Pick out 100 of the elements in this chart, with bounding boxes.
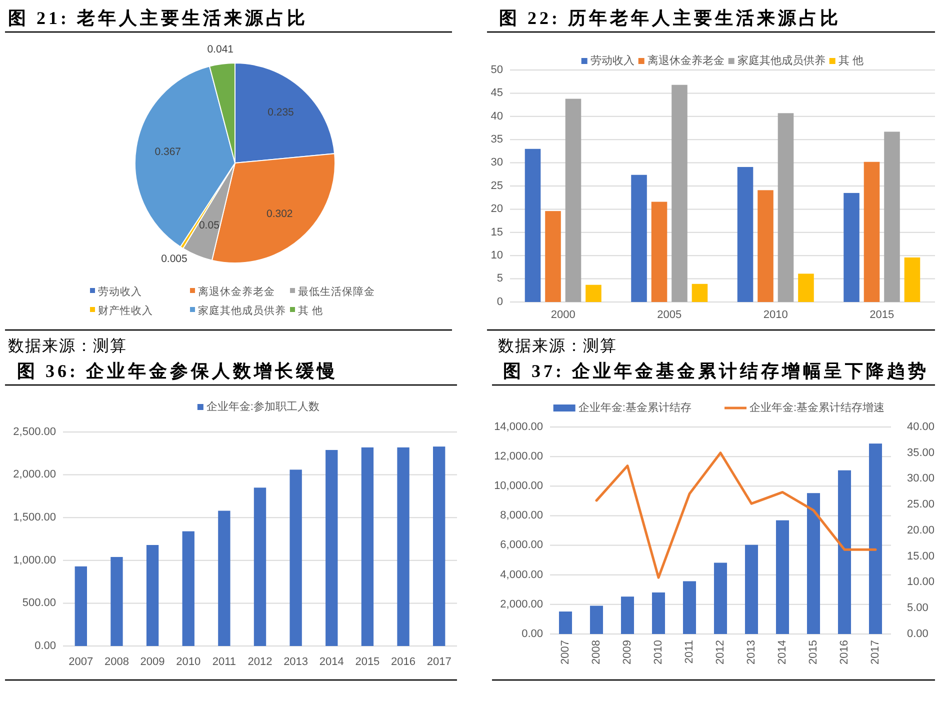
chart-title: 图 21: 老年人主要生活来源占比 [8, 8, 308, 28]
legend-label: 其 他 [838, 54, 864, 67]
legend-label: 企业年金:参加职工人数 [206, 400, 320, 413]
bar [692, 284, 708, 302]
x-tick-label: 2016 [838, 640, 850, 664]
x-tick-label: 2009 [140, 656, 165, 668]
x-tick-label: 2011 [212, 656, 236, 668]
bar [74, 566, 87, 646]
data-label: 0.302 [266, 208, 293, 220]
bar [737, 166, 754, 302]
y-tick-label: 1,500.00 [13, 512, 56, 524]
y-tick-label: 50 [490, 64, 503, 76]
data-label: 0.041 [207, 44, 234, 56]
y-tick-label: 14,000.00 [494, 420, 543, 433]
bar [361, 447, 374, 646]
y-tick-label: 10,000.00 [494, 480, 543, 492]
bar [586, 284, 602, 302]
bar [844, 192, 860, 302]
y-tick-label: 15 [490, 226, 503, 238]
chart-title: 图 37: 企业年金基金累计结存增幅呈下降趋势 [503, 361, 929, 381]
x-tick-label: 2010 [763, 308, 788, 321]
legend-label: 劳动收入 [98, 284, 142, 298]
y2-tick-label: 10.00 [907, 576, 935, 588]
y-tick-label: 35 [490, 134, 503, 146]
y-tick-label: 20 [490, 203, 503, 216]
x-tick-label: 2013 [745, 640, 758, 664]
x-tick-label: 2017 [426, 656, 452, 668]
y-tick-label: 0.00 [34, 640, 56, 652]
x-tick-label: 2007 [68, 656, 94, 668]
x-tick-label: 2011 [683, 640, 696, 664]
y-tick-label: 6,000.00 [500, 539, 543, 552]
bar [868, 444, 882, 634]
x-tick-label: 2010 [652, 640, 664, 664]
legend-label: 企业年金:基金累计结存增速 [750, 400, 885, 414]
bar [652, 592, 666, 634]
bar [590, 606, 604, 634]
bar [884, 132, 900, 302]
bar [524, 148, 541, 302]
y2-tick-label: 15.00 [907, 550, 935, 562]
bar [798, 274, 814, 302]
bar [433, 446, 446, 646]
y-tick-label: 4,000.00 [500, 568, 543, 581]
bar [110, 556, 123, 646]
y-tick-label: 0 [496, 296, 503, 308]
x-tick-label: 2015 [807, 640, 820, 664]
legend-label: 家庭其他成员供养 [737, 54, 826, 67]
bar [631, 174, 647, 302]
y-tick-label: 1,000.00 [13, 554, 56, 566]
y-tick-label: 45 [490, 87, 503, 100]
x-tick-label: 2012 [714, 640, 726, 664]
legend-label: 离退休金养老金 [198, 284, 275, 298]
bar [545, 211, 561, 302]
bar [146, 544, 159, 646]
legend-label: 离退休金养老金 [647, 54, 724, 67]
y-tick-label: 40 [490, 110, 503, 122]
bar [290, 470, 302, 646]
bar [778, 113, 794, 302]
chart-title: 图 36: 企业年金参保人数增长缓慢 [17, 361, 338, 381]
bar [651, 202, 668, 302]
y-tick-label: 500.00 [22, 597, 56, 610]
x-tick-label: 2015 [870, 308, 894, 321]
source-note: 数据来源：测算 [498, 337, 617, 355]
y-tick-label: 10 [490, 250, 503, 262]
y-tick-label: 2,000.00 [500, 598, 543, 610]
legend-label: 最低生活保障金 [298, 284, 375, 298]
bar [806, 493, 820, 634]
x-tick-label: 2015 [355, 656, 380, 668]
y-tick-label: 0.00 [522, 628, 543, 640]
bar [672, 84, 688, 302]
y-tick-label: 30 [490, 156, 503, 169]
bar [758, 190, 774, 302]
data-label: 0.367 [154, 146, 182, 158]
x-tick-label: 2017 [869, 640, 882, 664]
y-tick-label: 8,000.00 [500, 510, 543, 522]
legend-label: 劳动收入 [590, 54, 634, 67]
bar [620, 596, 634, 634]
y-tick-label: 2,500.00 [13, 426, 56, 438]
bar [776, 520, 790, 634]
legend-label: 其 他 [298, 304, 323, 317]
bar [714, 562, 728, 634]
bar [682, 581, 696, 634]
x-tick-label: 2014 [776, 640, 788, 664]
y-tick-label: 2,000.00 [13, 468, 56, 481]
x-tick-label: 2014 [319, 656, 344, 668]
bar [838, 470, 852, 634]
x-tick-label: 2008 [590, 640, 602, 664]
data-label: 0.005 [161, 253, 188, 266]
chart-title: 图 22: 历年老年人主要生活来源占比 [499, 8, 841, 28]
y2-tick-label: 30.00 [907, 472, 935, 485]
x-tick-label: 2010 [176, 656, 201, 668]
bar [218, 510, 230, 646]
bar [904, 257, 920, 302]
bar [326, 450, 338, 646]
y2-tick-label: 20.00 [907, 524, 935, 536]
bar [254, 488, 266, 646]
legend-label: 企业年金:基金累计结存 [578, 400, 692, 414]
x-tick-label: 2012 [248, 656, 272, 668]
x-tick-label: 2000 [550, 308, 576, 321]
y2-tick-label: 40.00 [907, 420, 935, 433]
bar [565, 98, 582, 302]
